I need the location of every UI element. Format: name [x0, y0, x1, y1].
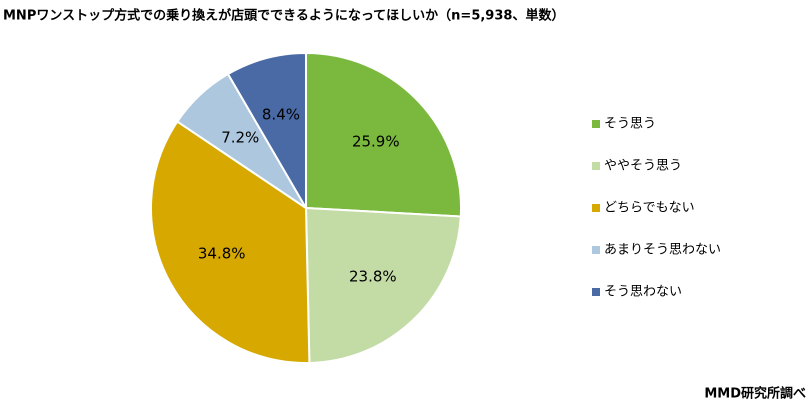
pie-slice: [305, 51, 462, 218]
source: MMD研究所調べ: [704, 386, 806, 402]
data-label: 23.8%: [349, 268, 397, 286]
chart-title: MNPワンストップ方式での乗り換えが店頭でできるようになってほしいか（n=5,9…: [3, 8, 564, 24]
pie-slice: [304, 206, 462, 364]
legend-marker: [592, 204, 600, 212]
legend-label: あまりそう思わない: [604, 243, 721, 258]
legend-marker: [592, 120, 600, 128]
pie-slice: [150, 120, 311, 364]
legend-label: そう思う: [604, 117, 656, 132]
data-label: 7.2%: [221, 128, 259, 146]
legend-label: そう思わない: [604, 285, 682, 300]
data-label: 25.9%: [352, 132, 400, 150]
data-label: 34.8%: [198, 245, 246, 263]
legend-marker: [592, 288, 600, 296]
data-label: 8.4%: [262, 106, 300, 124]
legend-label: ややそう思う: [604, 159, 682, 174]
legend-marker: [592, 246, 600, 254]
pie-slice: [226, 51, 307, 212]
legend-marker: [592, 162, 600, 170]
legend-label: どちらでもない: [604, 201, 695, 216]
